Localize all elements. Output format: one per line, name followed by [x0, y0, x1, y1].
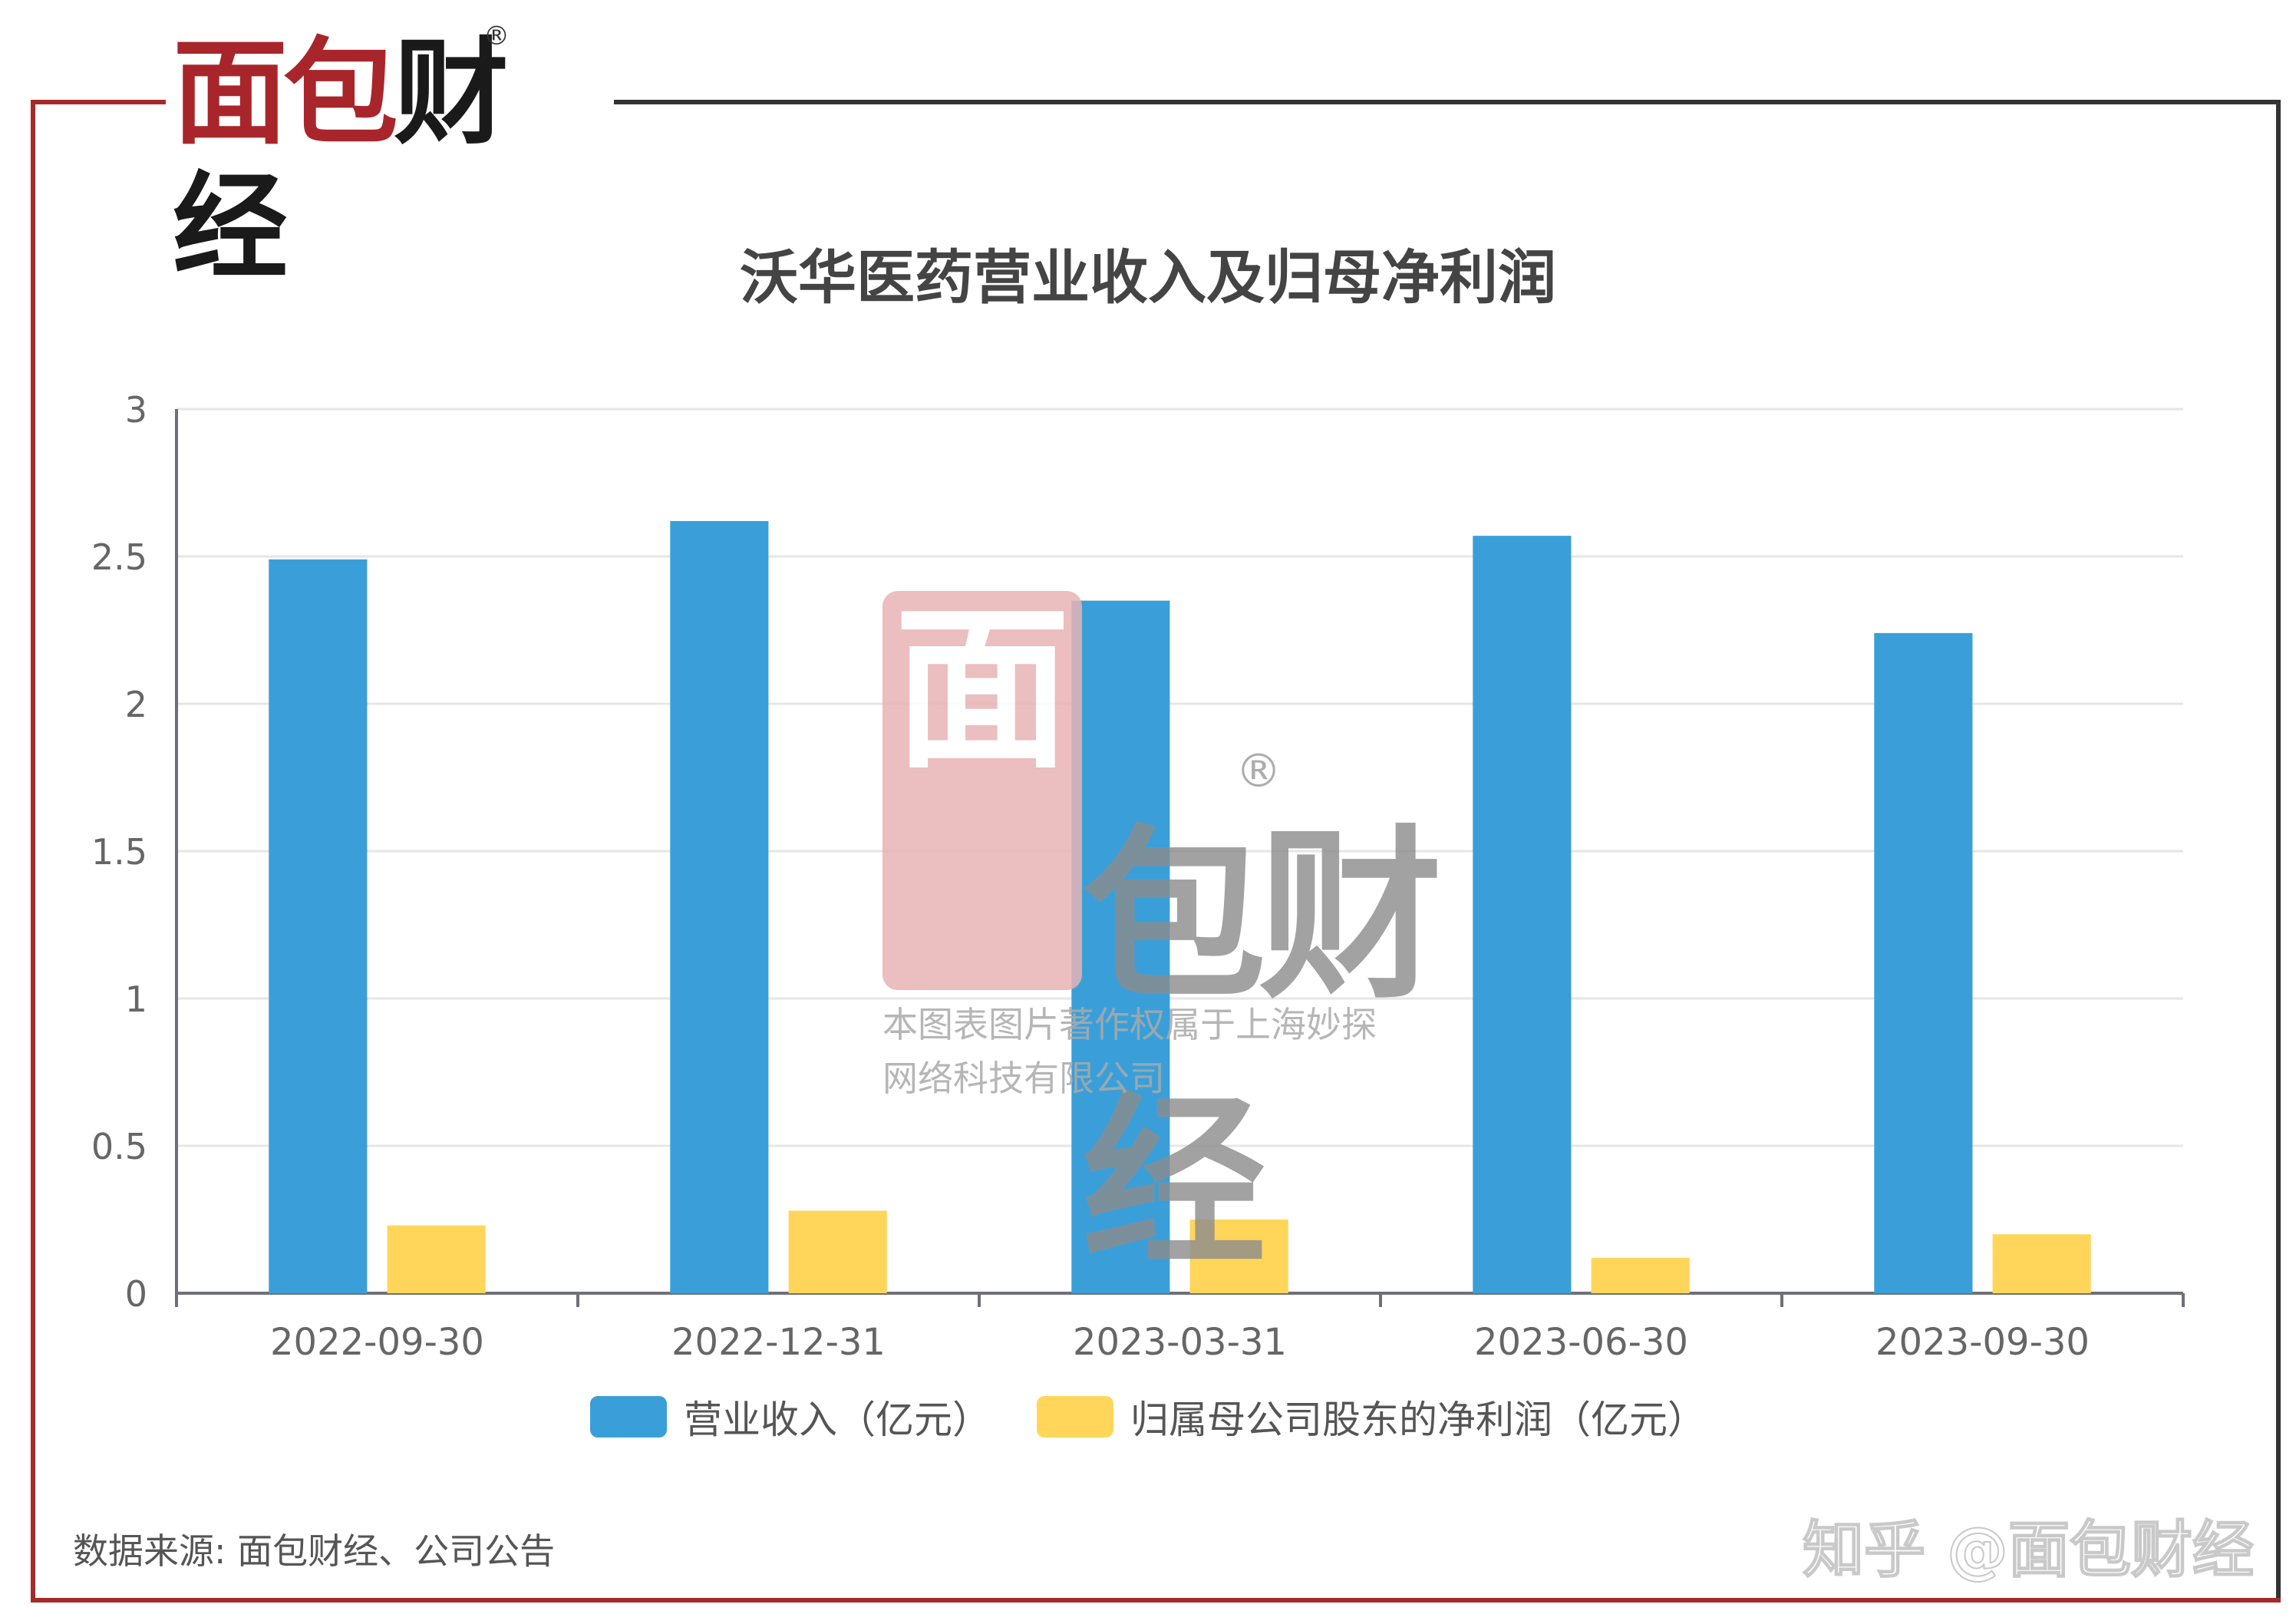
registered-mark: ® — [483, 21, 510, 51]
y-tick-label: 1 — [125, 979, 147, 1020]
y-tick-label: 2.5 — [91, 536, 147, 578]
legend-swatch-profit — [1037, 1396, 1113, 1438]
chart-title: 沃华医药营业收入及归母净利润 — [740, 243, 1556, 312]
x-tick-label: 2023-06-30 — [1474, 1321, 1688, 1364]
revenue-bar — [269, 559, 368, 1293]
x-tick-label: 2022-12-31 — [671, 1321, 886, 1364]
brand-logo-dark: 财经 — [173, 27, 509, 295]
legend-label-profit: 归属母公司股东的净利润（亿元） — [1130, 1398, 1706, 1442]
y-tick-label: 0 — [125, 1273, 147, 1315]
revenue-bar — [1473, 536, 1572, 1293]
frame-right-line — [2276, 100, 2281, 1603]
y-tick-label: 1.5 — [91, 831, 147, 873]
chart-legend: 营业收入（亿元） 归属母公司股东的净利润（亿元） — [0, 1389, 2296, 1444]
y-tick-label: 2 — [125, 684, 147, 725]
x-tick-label: 2023-03-31 — [1073, 1321, 1287, 1364]
brand-logo-red: 面包 — [173, 27, 398, 160]
frame-top-right-line — [614, 100, 2281, 104]
y-tick-label: 0.5 — [91, 1126, 147, 1167]
x-tick-label: 2023-09-30 — [1875, 1321, 2090, 1364]
zhihu-watermark: 知乎 @面包财经 — [1802, 1513, 2255, 1586]
revenue-bar — [1071, 600, 1170, 1293]
legend-item-revenue[interactable]: 营业收入（亿元） — [590, 1389, 991, 1444]
profit-bar — [788, 1210, 887, 1293]
legend-item-profit[interactable]: 归属母公司股东的净利润（亿元） — [1037, 1389, 1706, 1444]
profit-bar — [1189, 1220, 1288, 1293]
legend-swatch-revenue — [590, 1396, 667, 1438]
data-source: 数据来源: 面包财经、公司公告 — [73, 1530, 556, 1572]
profit-bar — [1591, 1257, 1690, 1293]
profit-bar — [1992, 1234, 2091, 1293]
brand-logo: 面包财经 ® — [173, 21, 602, 295]
legend-label-revenue: 营业收入（亿元） — [684, 1398, 991, 1442]
revenue-bar — [670, 520, 769, 1293]
y-tick-label: 3 — [125, 389, 147, 431]
frame-left-line — [31, 100, 35, 1603]
profit-bar — [387, 1225, 486, 1293]
x-tick-label: 2022-09-30 — [270, 1321, 484, 1364]
frame-top-left-line — [31, 100, 166, 104]
brand-logo-text: 面包财经 — [173, 27, 602, 295]
frame-bottom-line — [31, 1598, 2281, 1603]
revenue-bar — [1874, 632, 1973, 1293]
